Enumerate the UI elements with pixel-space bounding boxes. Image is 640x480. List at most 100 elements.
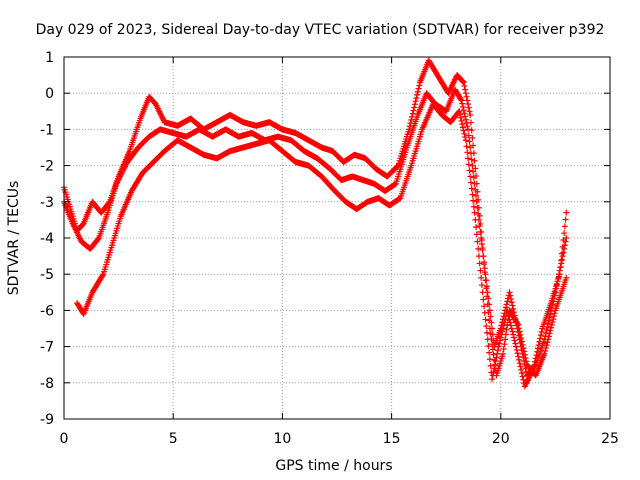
y-tick-label: -3	[40, 195, 54, 211]
data-point	[414, 88, 421, 95]
data-point	[465, 126, 472, 133]
data-point	[519, 350, 526, 357]
data-point	[461, 82, 468, 89]
data-point	[497, 334, 504, 341]
data-point	[467, 144, 474, 151]
data-point	[490, 368, 497, 375]
data-point	[462, 90, 469, 97]
y-tick-label: -5	[40, 267, 54, 283]
data-point	[561, 230, 568, 237]
data-point	[463, 93, 470, 100]
data-point	[416, 82, 423, 89]
y-tick-label: -8	[40, 376, 54, 392]
data-point	[558, 250, 565, 257]
data-point	[510, 331, 517, 338]
data-point	[503, 326, 510, 333]
series-series-1	[61, 57, 570, 379]
data-point	[561, 223, 568, 230]
data-point	[502, 304, 509, 311]
data-point	[531, 362, 538, 369]
data-point	[513, 319, 520, 326]
data-point	[535, 342, 542, 349]
data-point	[481, 303, 488, 310]
data-point	[551, 310, 558, 317]
data-point	[472, 216, 479, 223]
data-point	[475, 253, 482, 260]
data-point	[556, 271, 563, 278]
data-point	[536, 338, 543, 345]
data-point	[465, 161, 472, 168]
data-point	[548, 321, 555, 328]
data-point	[537, 332, 544, 339]
data-point	[406, 126, 413, 133]
data-point	[498, 331, 505, 338]
data-point	[508, 325, 515, 332]
data-point	[483, 329, 490, 336]
data-point	[457, 111, 464, 118]
data-point	[459, 103, 466, 110]
data-point	[467, 179, 474, 186]
data-point	[408, 116, 415, 123]
data-point	[476, 260, 483, 267]
data-point	[541, 336, 548, 343]
data-point	[466, 138, 473, 145]
data-point	[473, 224, 480, 231]
data-point	[463, 119, 470, 126]
data-point	[478, 241, 485, 248]
data-point	[491, 365, 498, 372]
data-point	[457, 114, 464, 121]
data-point	[518, 366, 525, 373]
data-point	[558, 256, 565, 263]
data-point	[537, 335, 544, 342]
x-tick-label: 0	[60, 431, 69, 447]
data-point	[499, 325, 506, 332]
data-point	[465, 155, 472, 162]
data-point	[472, 186, 479, 193]
data-point	[99, 272, 106, 279]
y-tick-label: -1	[40, 122, 54, 138]
grid	[64, 57, 610, 419]
y-tick-label: -4	[40, 231, 54, 247]
data-point	[473, 192, 480, 199]
data-point	[515, 353, 522, 360]
data-point	[489, 372, 496, 379]
data-point	[478, 282, 485, 289]
data-point	[410, 107, 417, 114]
data-point	[462, 116, 469, 123]
data-point	[471, 157, 478, 164]
data-point	[465, 132, 472, 139]
data-point	[520, 354, 527, 361]
data-point	[486, 349, 493, 356]
data-point	[460, 107, 467, 114]
data-point	[517, 339, 524, 346]
y-tick-label: 0	[45, 86, 54, 102]
data-point	[466, 167, 473, 174]
data-point	[500, 322, 507, 329]
data-point	[542, 333, 549, 340]
data-point	[516, 336, 523, 343]
data-point	[414, 91, 421, 98]
data-point	[484, 336, 491, 343]
data-point	[481, 309, 488, 316]
data-point	[412, 98, 419, 105]
data-point	[460, 79, 467, 86]
data-point	[490, 351, 497, 358]
data-point	[499, 328, 506, 335]
data-point	[472, 165, 479, 172]
data-point	[499, 350, 506, 357]
data-point	[516, 360, 523, 367]
data-point	[465, 104, 472, 111]
data-point	[483, 323, 490, 330]
data-point	[482, 316, 489, 323]
data-point	[462, 137, 469, 144]
data-point	[471, 209, 478, 216]
data-point	[458, 97, 465, 104]
data-point	[468, 185, 475, 192]
data-point	[496, 340, 503, 347]
data-point	[510, 309, 517, 316]
data-point	[542, 330, 549, 337]
data-point	[486, 307, 493, 314]
data-point	[518, 370, 525, 377]
data-point	[464, 149, 471, 156]
